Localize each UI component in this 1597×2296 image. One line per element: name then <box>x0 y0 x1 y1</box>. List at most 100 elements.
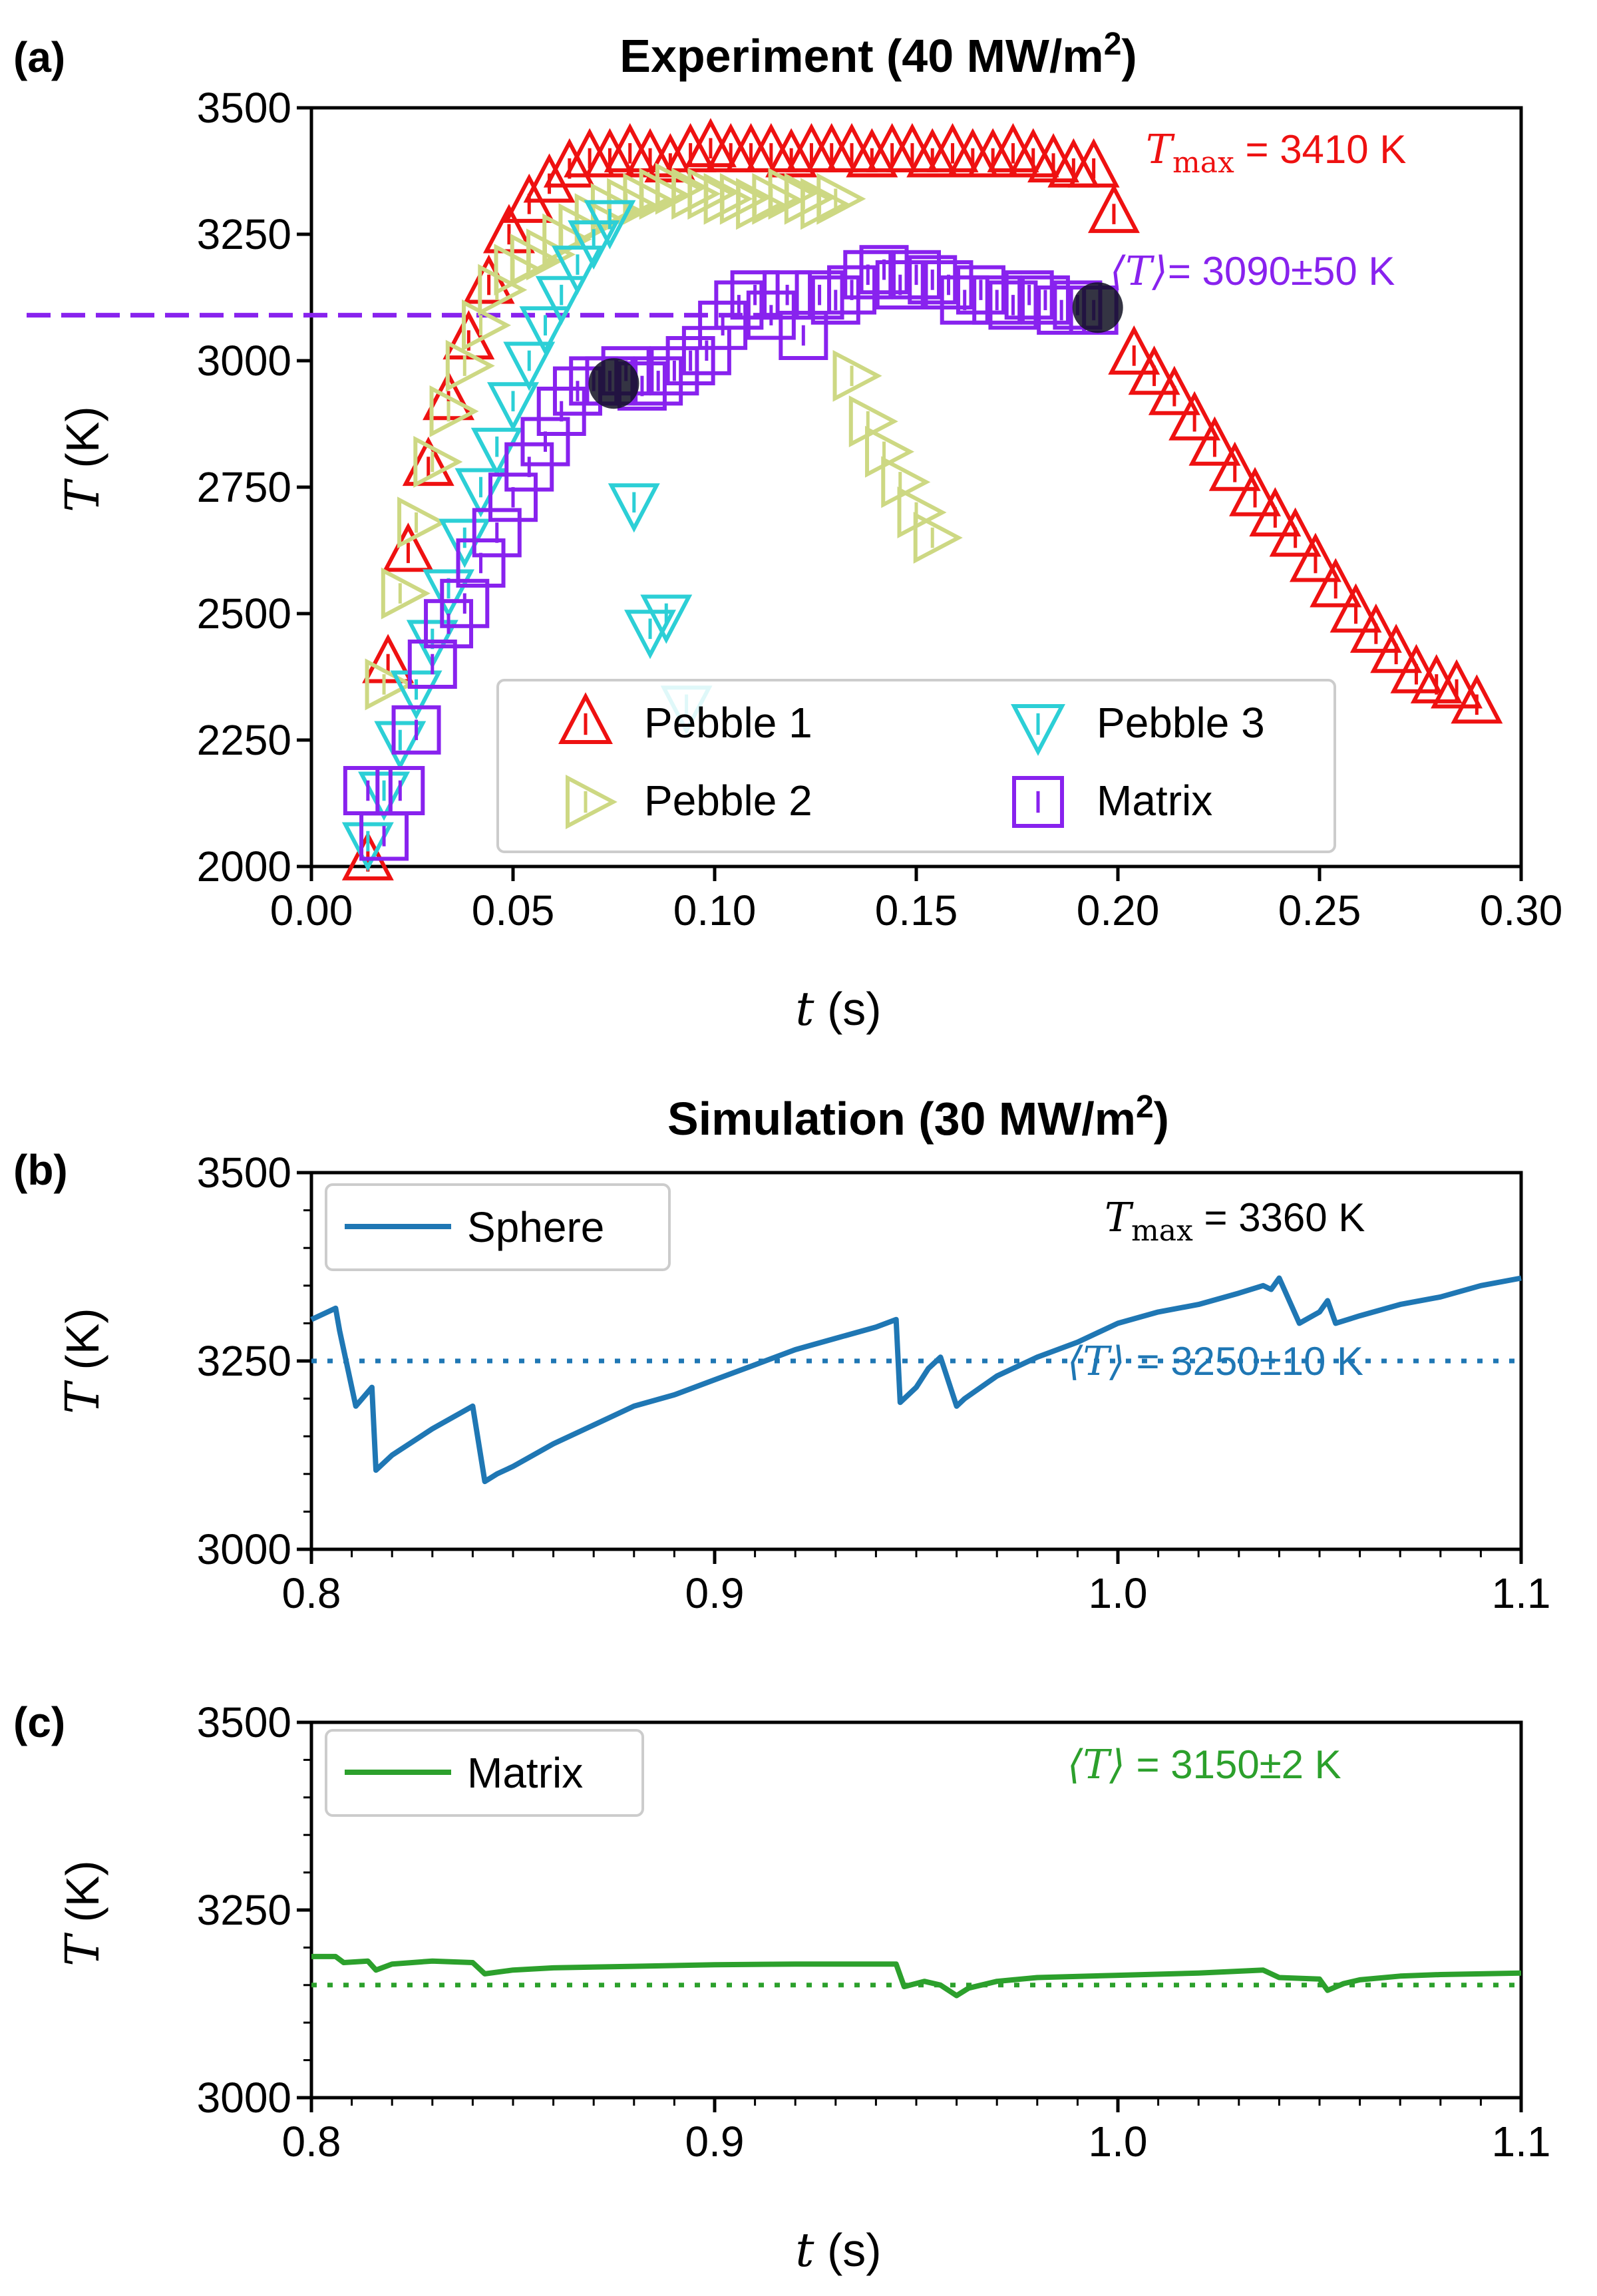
data-point <box>703 172 753 225</box>
y-tick-label: 2250 <box>197 716 291 764</box>
data-point <box>800 178 850 230</box>
data-point <box>924 260 974 309</box>
panel-b-axes: 0.8 0.9 1.0 1.1 3000 3250 3500 <box>197 1149 1551 1617</box>
data-point <box>536 387 586 436</box>
data-point <box>746 290 796 340</box>
data-point <box>768 168 818 220</box>
data-point <box>488 473 538 522</box>
y-tick-label: 2500 <box>197 590 291 638</box>
panel-b-sphere-line <box>310 1275 1522 1485</box>
data-point <box>843 250 893 299</box>
y-tick-label: 2750 <box>197 463 291 511</box>
highlight-point <box>588 358 639 409</box>
x-tick-label: 0.30 <box>1480 886 1563 934</box>
data-point <box>519 306 572 356</box>
data-point <box>906 128 959 178</box>
data-point <box>736 178 786 230</box>
data-point <box>520 417 570 467</box>
x-tick-label: 0.10 <box>673 886 757 934</box>
panel-b-ylabel: T (K) <box>55 1308 110 1414</box>
y-tick-label: 2000 <box>197 843 291 890</box>
data-point <box>1128 345 1180 395</box>
data-point <box>784 172 834 225</box>
data-point <box>391 705 441 755</box>
data-point <box>1188 416 1241 466</box>
data-point <box>779 311 828 360</box>
panel-c-axes: 0.8 0.9 1.0 1.1 3000 3250 3500 <box>197 1698 1551 2166</box>
x-tick-label: 0.20 <box>1077 886 1160 934</box>
y-tick-label: 3250 <box>197 1337 291 1385</box>
data-point <box>956 265 1005 315</box>
data-point <box>1168 391 1221 441</box>
legend-label-pebble-1: Pebble 1 <box>644 699 812 747</box>
data-point <box>681 325 731 375</box>
y-tick-label: 3500 <box>197 1698 291 1746</box>
data-point <box>623 172 673 225</box>
data-point <box>1087 184 1140 234</box>
data-point <box>1330 583 1382 633</box>
data-point <box>504 442 554 492</box>
data-point <box>462 254 515 304</box>
y-tick-label: 3500 <box>197 1149 291 1197</box>
panel-a-label: (a) <box>13 33 65 81</box>
panel-b-tmean-annotation: ⟨T⟩ = 3250±10 K <box>1067 1338 1363 1385</box>
legend-label-pebble-2: Pebble 2 <box>644 777 812 825</box>
y-tick-label: 3000 <box>197 2074 291 2122</box>
y-tick-label: 3000 <box>197 337 291 385</box>
data-point <box>551 246 604 295</box>
data-point <box>362 634 415 683</box>
x-tick-label: 0.15 <box>875 886 958 934</box>
data-point <box>714 280 764 330</box>
data-point <box>1020 275 1070 325</box>
data-point <box>816 172 866 225</box>
data-point <box>865 425 915 478</box>
data-point <box>687 168 737 220</box>
data-point <box>503 341 556 391</box>
panel-c-legend: Matrix <box>325 1729 644 1817</box>
data-point <box>375 766 425 815</box>
x-tick-label: 1.0 <box>1089 2118 1148 2166</box>
legend-label-matrix: Matrix <box>1097 777 1212 825</box>
legend-label-pebble-3: Pebble 3 <box>1097 699 1265 747</box>
data-point <box>413 436 463 488</box>
data-point <box>892 250 941 299</box>
panel-b-legend-box <box>325 1183 671 1271</box>
data-point <box>719 172 769 225</box>
panel-a-ylabel: T (K) <box>55 406 110 512</box>
data-point <box>456 538 506 588</box>
series-pebble-2 <box>365 162 963 711</box>
y-tick-label: 3250 <box>197 210 291 258</box>
data-point <box>407 640 457 689</box>
data-point <box>795 270 844 320</box>
panel-a: (a) Experiment (40 MW/m2) 0.00 0.05 0.10 0.… <box>13 27 1562 1036</box>
data-point <box>482 204 535 254</box>
data-point <box>1004 270 1054 320</box>
data-point <box>429 385 479 437</box>
panel-b-label: (b) <box>13 1146 68 1194</box>
data-point <box>341 822 394 872</box>
data-point <box>967 128 1019 178</box>
data-point <box>374 721 427 771</box>
data-point <box>1310 558 1362 608</box>
panel-a-legend: Pebble 1 Pebble 2 Pebble 3 Matrix <box>496 679 1336 853</box>
data-point <box>1208 441 1261 491</box>
data-point <box>462 299 512 351</box>
data-point <box>827 265 877 315</box>
legend-marker-pebble-1 <box>558 692 613 744</box>
data-point <box>397 496 447 549</box>
legend-marker-pebble-2 <box>566 775 618 829</box>
panel-b-title: Simulation (30 MW/m2) <box>667 1089 1169 1145</box>
highlight-point <box>1072 282 1123 333</box>
x-tick-label: 0.9 <box>685 1569 745 1617</box>
data-point <box>445 339 495 392</box>
data-point <box>1269 507 1322 557</box>
data-point <box>1289 532 1341 582</box>
panel-a-tmax-annotation: Tmax = 3410 K <box>1146 126 1406 180</box>
data-point <box>487 382 539 432</box>
data-point <box>1148 365 1200 415</box>
data-point <box>655 162 705 215</box>
panel-c: (c) 0.8 0.9 1.0 1.1 3000 3250 3500 Matrix ⟨T⟩ … <box>13 1698 1550 2277</box>
series-pebble-1 <box>341 118 1503 880</box>
data-point <box>424 599 474 649</box>
data-point <box>478 264 528 316</box>
